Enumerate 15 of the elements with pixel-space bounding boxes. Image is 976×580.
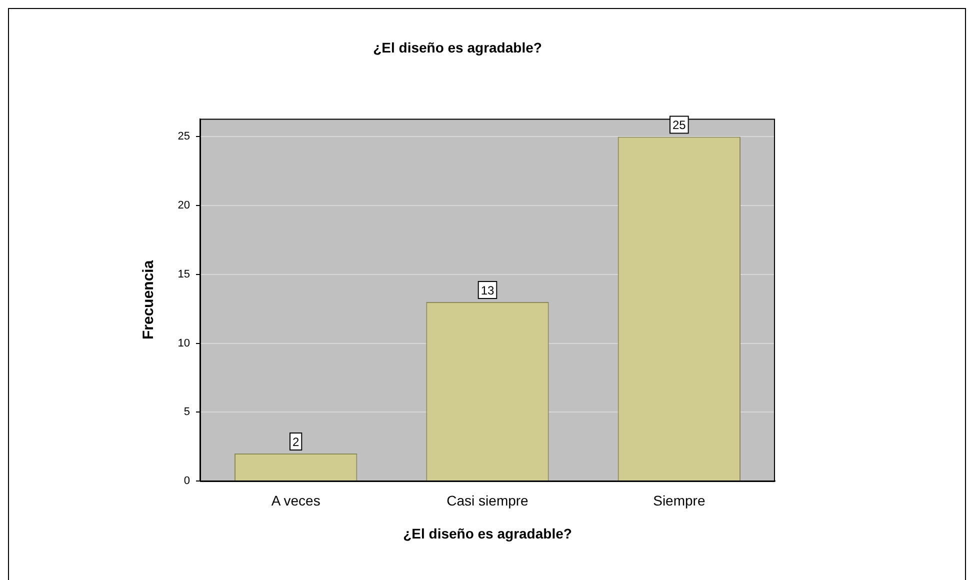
- x-tick-label: Siempre: [653, 492, 706, 508]
- y-tick-label: 10: [178, 337, 190, 350]
- data-label: 13: [480, 283, 494, 298]
- data-label: 2: [292, 434, 300, 449]
- x-tick-label: A veces: [271, 492, 320, 508]
- data-label: 25: [672, 118, 686, 132]
- y-tick-label: 15: [178, 268, 190, 280]
- y-tick-label: 5: [184, 406, 190, 418]
- y-axis-title: Frecuencia: [140, 260, 158, 340]
- x-tick-label: Casi siempre: [446, 492, 529, 508]
- y-tick-label: 25: [178, 130, 190, 143]
- y-tick-label: 0: [184, 475, 190, 488]
- x-axis-title: ¿El diseño es agradable?: [403, 525, 572, 542]
- chart-title: ¿El diseño es agradable?: [373, 39, 542, 56]
- y-tick-label: 20: [178, 200, 190, 212]
